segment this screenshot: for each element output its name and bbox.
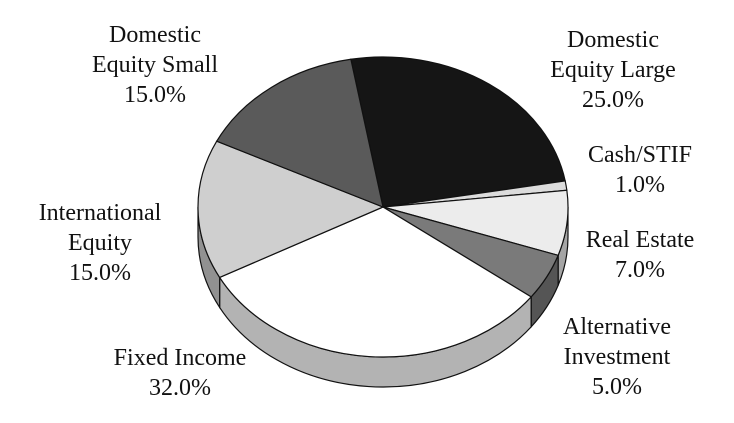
slice-name: International Equity <box>38 200 162 256</box>
slice-name: Fixed Income <box>113 345 247 371</box>
slice-value: 5.0% <box>592 374 642 400</box>
pie-slice <box>215 58 384 208</box>
pie-slice <box>197 140 385 279</box>
slice-label: International Equity 15.0% <box>25 198 175 288</box>
slice-label: Domestic Equity Small 15.0% <box>80 20 230 110</box>
slice-value: 1.0% <box>615 172 665 198</box>
slice-label: Domestic Equity Large 25.0% <box>538 25 688 115</box>
slice-label: Fixed Income 32.0% <box>80 343 280 403</box>
slice-name: Real Estate <box>585 227 695 253</box>
slice-label: Real Estate 7.0% <box>565 225 715 285</box>
slice-label: Alternative Investment 5.0% <box>542 312 692 402</box>
slice-value: 32.0% <box>149 375 211 401</box>
slice-label: Cash/STIF 1.0% <box>575 140 705 200</box>
pie-slice <box>350 56 566 208</box>
slice-name: Cash/STIF <box>587 142 692 168</box>
slice-value: 15.0% <box>124 82 186 108</box>
slice-name: Alternative Investment <box>563 314 671 370</box>
slice-value: 25.0% <box>582 87 644 113</box>
slice-name: Domestic Equity Large <box>550 27 676 83</box>
slice-value: 7.0% <box>615 257 665 283</box>
slice-value: 15.0% <box>69 260 131 286</box>
slice-name: Domestic Equity Small <box>92 22 218 78</box>
